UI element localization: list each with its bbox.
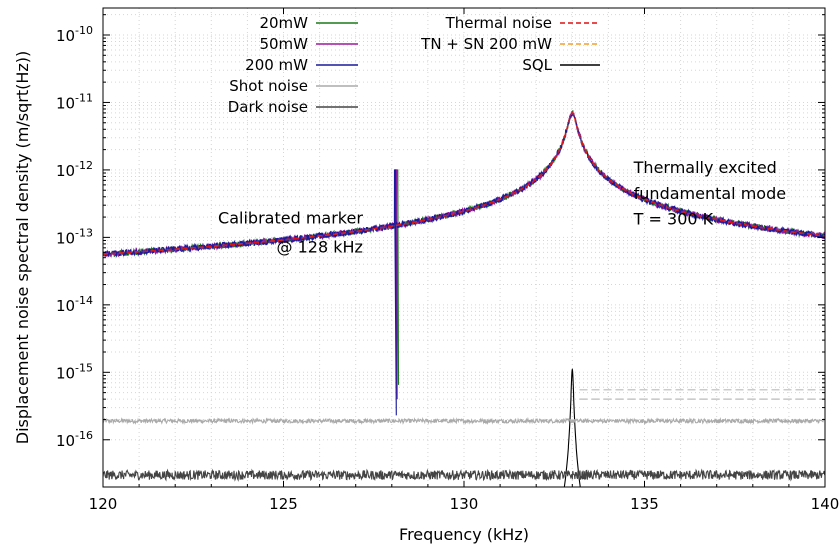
legend-label: 50mW bbox=[259, 35, 308, 53]
annotation-text: T = 300 K bbox=[633, 210, 714, 229]
y-tick-label: 10-16 bbox=[56, 429, 93, 450]
x-tick-label: 120 bbox=[89, 495, 118, 513]
legend-label: Dark noise bbox=[228, 98, 308, 116]
x-tick-label: 135 bbox=[630, 495, 659, 513]
legend-label: 20mW bbox=[259, 14, 308, 32]
annotations: Calibrated marker @ 128 kHz Thermally exci… bbox=[218, 158, 786, 256]
series-line-thermal-noise bbox=[103, 112, 825, 255]
grid bbox=[102, 8, 826, 487]
x-axis-label: Frequency (kHz) bbox=[399, 525, 529, 544]
x-tick-label: 140 bbox=[811, 495, 840, 513]
annotation-text: fundamental mode bbox=[634, 184, 786, 203]
y-tick-label: 10-15 bbox=[56, 361, 93, 382]
x-tick-label: 130 bbox=[450, 495, 479, 513]
y-tick-label: 10-13 bbox=[56, 226, 93, 247]
axis-ticks: 120 125 130 135 140 10-10 10-11 10-12 10-13 10-14… bbox=[56, 8, 839, 513]
legend-label: Thermal noise bbox=[445, 14, 552, 32]
series-line-sql bbox=[563, 368, 581, 487]
annotation-text: Calibrated marker bbox=[218, 209, 363, 228]
legend-label: SQL bbox=[522, 56, 552, 74]
series-line-dark-noise bbox=[103, 468, 825, 482]
series-layer bbox=[103, 110, 825, 487]
annotation-text: Thermally excited bbox=[633, 158, 777, 177]
y-axis-label: Displacement noise spectral density (m/s… bbox=[13, 51, 32, 445]
y-tick-label: 10-11 bbox=[56, 91, 93, 112]
x-tick-label: 125 bbox=[269, 495, 298, 513]
annotation-text: @ 128 kHz bbox=[277, 237, 363, 256]
y-tick-label: 10-14 bbox=[56, 294, 93, 315]
legend: 20mW 50mW 200 mW Shot noise Dark noise Therma… bbox=[228, 14, 600, 116]
legend-label: Shot noise bbox=[229, 77, 308, 95]
y-tick-label: 10-10 bbox=[56, 24, 93, 45]
y-tick-label: 10-12 bbox=[56, 159, 93, 180]
series-line-shot-noise bbox=[103, 416, 825, 426]
legend-label: TN + SN 200 mW bbox=[420, 35, 552, 53]
legend-label: 200 mW bbox=[245, 56, 308, 74]
